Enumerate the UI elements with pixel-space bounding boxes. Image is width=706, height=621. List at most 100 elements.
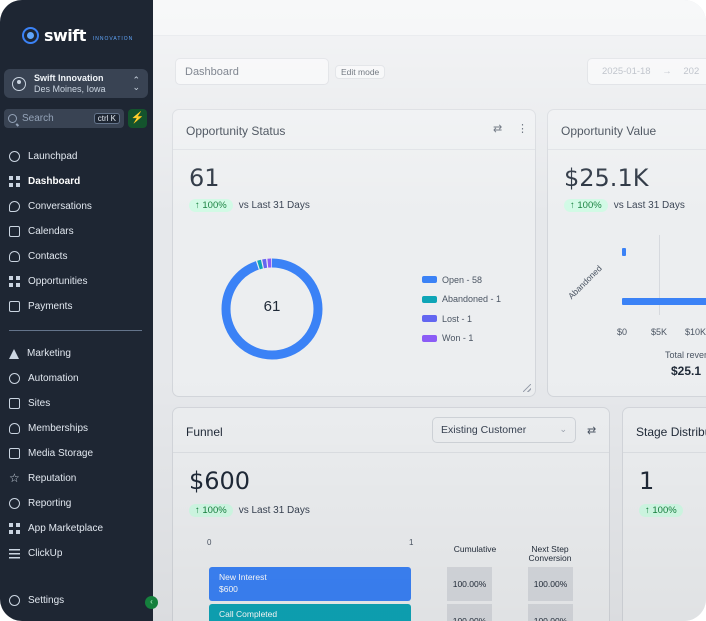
nav-label: Opportunities: [28, 276, 88, 287]
footer-value: $25.1: [671, 364, 702, 378]
nav-item-media-storage[interactable]: Media Storage: [9, 441, 149, 466]
nav-label: Conversations: [28, 201, 92, 212]
category-label: Abandoned: [566, 263, 604, 302]
more-vertical-icon[interactable]: ⋮: [517, 123, 528, 135]
change-indicator: ↑ 100% vs Last 31 Days: [189, 199, 310, 212]
nav-item-opportunities[interactable]: Opportunities: [9, 269, 149, 294]
comparison-label: vs Last 31 Days: [613, 200, 685, 211]
opportunity-value-card: Opportunity Value $25.1K ↑ 100% vs Last …: [547, 109, 706, 397]
nav-label: Contacts: [28, 251, 68, 262]
resize-handle-icon[interactable]: [523, 384, 531, 392]
next-step-cell: 100.00%: [528, 604, 573, 621]
nav-item-marketing[interactable]: Marketing: [9, 341, 149, 366]
legend-label: Lost - 1: [442, 313, 473, 324]
cumulative-cell: 100.00%: [447, 604, 492, 621]
legend-swatch: [422, 315, 437, 323]
legend-item[interactable]: Lost - 1: [422, 309, 501, 329]
change-badge: ↑ 100%: [189, 199, 233, 212]
nav-item-settings[interactable]: Settings: [9, 588, 149, 613]
chat-icon: [9, 201, 20, 212]
search-input[interactable]: Search: [22, 113, 54, 124]
image-icon: [9, 448, 20, 459]
nav-item-memberships[interactable]: Memberships: [9, 416, 149, 441]
legend-label: Abandoned - 1: [442, 294, 502, 305]
axis-end: 1: [409, 538, 414, 547]
sliders-icon[interactable]: ⇄: [587, 425, 597, 437]
quick-action-button[interactable]: ⚡: [128, 109, 147, 128]
automation-icon: [9, 373, 20, 384]
change-indicator: ↑ 100%: [639, 504, 689, 517]
nav-label: Reputation: [28, 473, 77, 484]
value-bar-small: [622, 248, 626, 256]
date-start: 2025-01-18: [602, 66, 651, 77]
funnel-filter-select[interactable]: Existing Customer ⌄: [432, 417, 576, 443]
legend-swatch: [422, 295, 437, 303]
nav-label: Dashboard: [28, 176, 81, 187]
chevron-left-icon: ‹: [150, 597, 153, 606]
next-step-cell: 100.00%: [528, 567, 573, 601]
funnel-card: Funnel Existing Customer ⌄ ⇄ ⋮ $600 ↑ 10…: [172, 407, 610, 621]
card-header: Opportunity Status ⇄ ⋮: [173, 110, 535, 150]
account-switcher[interactable]: Swift Innovation Des Moines, Iowa ⌃ ⌄: [4, 69, 148, 98]
nav-footer: Settings: [9, 588, 149, 613]
dashboard-name-input[interactable]: Dashboard: [175, 58, 329, 85]
chart-legend: Open - 58 Abandoned - 1 Lost - 1 Won - 1: [422, 270, 501, 348]
nav-item-conversations[interactable]: Conversations: [9, 194, 149, 219]
nav-label: Memberships: [28, 423, 89, 434]
nav-item-reporting[interactable]: Reporting: [9, 491, 149, 516]
funnel-total: $600: [189, 467, 251, 495]
edit-mode-button[interactable]: Edit mode: [335, 65, 386, 79]
list-icon: [9, 548, 20, 559]
nav-item-sites[interactable]: Sites: [9, 391, 149, 416]
nav-item-contacts[interactable]: Contacts: [9, 244, 149, 269]
bolt-icon: ⚡: [130, 112, 145, 124]
grid-icon: [9, 176, 20, 187]
collapse-sidebar-button[interactable]: ‹: [145, 596, 158, 609]
legend-label: Open - 58: [442, 274, 483, 285]
top-bar: [153, 0, 706, 36]
sidebar: swift INNOVATION Swift Innovation Des Mo…: [0, 0, 153, 621]
account-name: Swift Innovation: [34, 72, 104, 83]
nav-item-automation[interactable]: Automation: [9, 366, 149, 391]
nav-item-calendars[interactable]: Calendars: [9, 219, 149, 244]
nav-item-clickup[interactable]: ClickUp: [9, 541, 149, 566]
nav-label: Payments: [28, 301, 73, 312]
chevron-updown-icon: ⌃ ⌄: [132, 74, 140, 92]
rocket-icon: [9, 151, 20, 162]
sidebar-divider: [9, 330, 142, 331]
sites-icon: [9, 398, 20, 409]
funnel-stage-bar[interactable]: New Interest $600: [209, 567, 411, 601]
card-title: Funnel: [186, 425, 223, 439]
nav-item-launchpad[interactable]: Launchpad: [9, 144, 149, 169]
date-end: 202: [683, 66, 700, 77]
select-value: Existing Customer: [441, 424, 527, 436]
card-header: Stage Distribu: [623, 408, 706, 453]
legend-label: Won - 1: [442, 333, 474, 344]
nav-item-dashboard[interactable]: Dashboard: [9, 169, 149, 194]
cumulative-header: Cumulative: [453, 544, 497, 554]
nav-label: Settings: [28, 595, 65, 606]
card-header: Opportunity Value: [548, 110, 706, 150]
change-badge: ↑ 100%: [639, 504, 683, 517]
brand-logo[interactable]: swift INNOVATION: [22, 26, 133, 45]
legend-item[interactable]: Abandoned - 1: [422, 290, 501, 310]
card-icon: [9, 301, 20, 312]
nav-secondary: Marketing Automation Sites Memberships M…: [9, 341, 149, 566]
gear-icon: [9, 595, 20, 606]
card-title: Stage Distribu: [636, 425, 706, 439]
search-box[interactable]: Search ctrl K: [4, 109, 124, 128]
nav-item-app-marketplace[interactable]: App Marketplace: [9, 516, 149, 541]
change-badge: ↑ 100%: [564, 199, 608, 212]
change-badge: ↑ 100%: [189, 504, 233, 517]
stage-value: $600: [219, 584, 238, 594]
legend-item[interactable]: Won - 1: [422, 329, 501, 349]
star-icon: ☆: [9, 471, 20, 485]
nav-item-reputation[interactable]: ☆ Reputation: [9, 466, 149, 491]
date-range-picker[interactable]: 2025-01-18 → 202: [587, 58, 706, 85]
legend-item[interactable]: Open - 58: [422, 270, 501, 290]
nav-primary: Launchpad Dashboard Conversations Calend…: [9, 144, 149, 319]
nav-item-payments[interactable]: Payments: [9, 294, 149, 319]
sliders-icon[interactable]: ⇄: [493, 123, 503, 135]
funnel-stage-bar[interactable]: Call Completed: [209, 604, 411, 621]
chevron-down-icon: ⌄: [559, 424, 567, 434]
